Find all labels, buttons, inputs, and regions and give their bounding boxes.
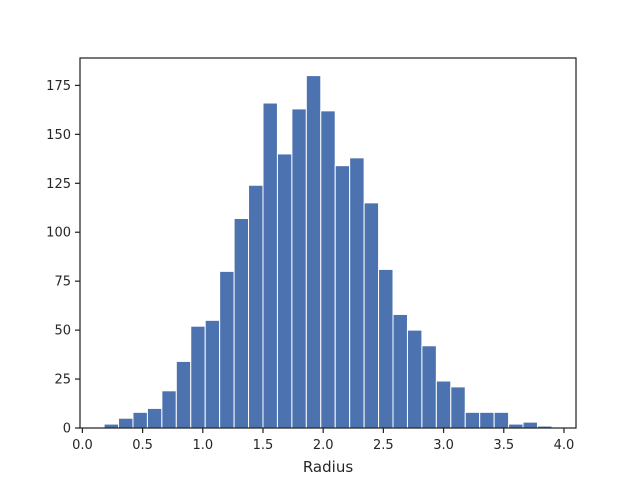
histogram-bar xyxy=(479,411,495,429)
histogram-bar xyxy=(378,268,394,429)
histogram-bar xyxy=(421,345,437,429)
histogram-bar xyxy=(146,407,163,429)
histogram-bar xyxy=(190,325,206,429)
histogram-bar xyxy=(450,386,466,429)
histogram-bar xyxy=(320,110,336,429)
histogram-bars xyxy=(103,75,553,429)
histogram-bar xyxy=(406,329,423,429)
histogram-bar xyxy=(118,417,134,429)
x-axis-ticks: 0.0 0.5 1.0 1.5 2.0 2.5 3.0 3.5 4.0 xyxy=(72,428,574,453)
y-tick-label: 75 xyxy=(54,275,71,290)
histogram-bar xyxy=(392,313,408,429)
histogram-bar xyxy=(276,153,293,429)
histogram-bar xyxy=(175,360,192,429)
histogram-bar xyxy=(363,202,380,429)
histogram-bar xyxy=(349,157,365,429)
y-tick-label: 125 xyxy=(46,177,71,192)
y-axis-ticks: 0 25 50 75 100 125 150 175 xyxy=(46,79,80,437)
x-tick-label: 3.0 xyxy=(433,438,454,453)
histogram-bar xyxy=(132,411,148,429)
histogram-bar xyxy=(204,319,221,429)
plot-frame xyxy=(79,57,577,429)
x-axis-label: Radius xyxy=(303,458,353,476)
histogram-bar xyxy=(464,411,481,429)
x-tick-label: 2.0 xyxy=(313,438,334,453)
histogram-bar xyxy=(522,421,538,429)
y-tick-label: 25 xyxy=(54,373,71,388)
x-tick-label: 4.0 xyxy=(554,438,575,453)
histogram-bar xyxy=(233,218,250,429)
x-tick-label: 0.0 xyxy=(72,438,93,453)
y-tick-label: 175 xyxy=(46,79,71,94)
y-tick-label: 0 xyxy=(63,422,71,437)
x-tick-label: 1.0 xyxy=(192,438,213,453)
x-tick-label: 2.5 xyxy=(373,438,394,453)
histogram-bar xyxy=(291,108,307,429)
histogram-bar xyxy=(334,165,351,429)
histogram-bar xyxy=(493,411,510,429)
histogram-bar xyxy=(219,270,235,429)
histogram-bar xyxy=(305,75,322,429)
y-tick-label: 150 xyxy=(46,128,71,143)
x-tick-label: 1.5 xyxy=(253,438,274,453)
histogram-bar xyxy=(161,390,177,429)
histogram-bar xyxy=(262,102,278,429)
x-tick-label: 3.5 xyxy=(493,438,514,453)
x-tick-label: 0.5 xyxy=(132,438,153,453)
histogram-bar xyxy=(435,380,452,429)
y-tick-label: 50 xyxy=(54,324,71,339)
y-tick-label: 100 xyxy=(46,226,71,241)
histogram-bar xyxy=(248,184,264,429)
